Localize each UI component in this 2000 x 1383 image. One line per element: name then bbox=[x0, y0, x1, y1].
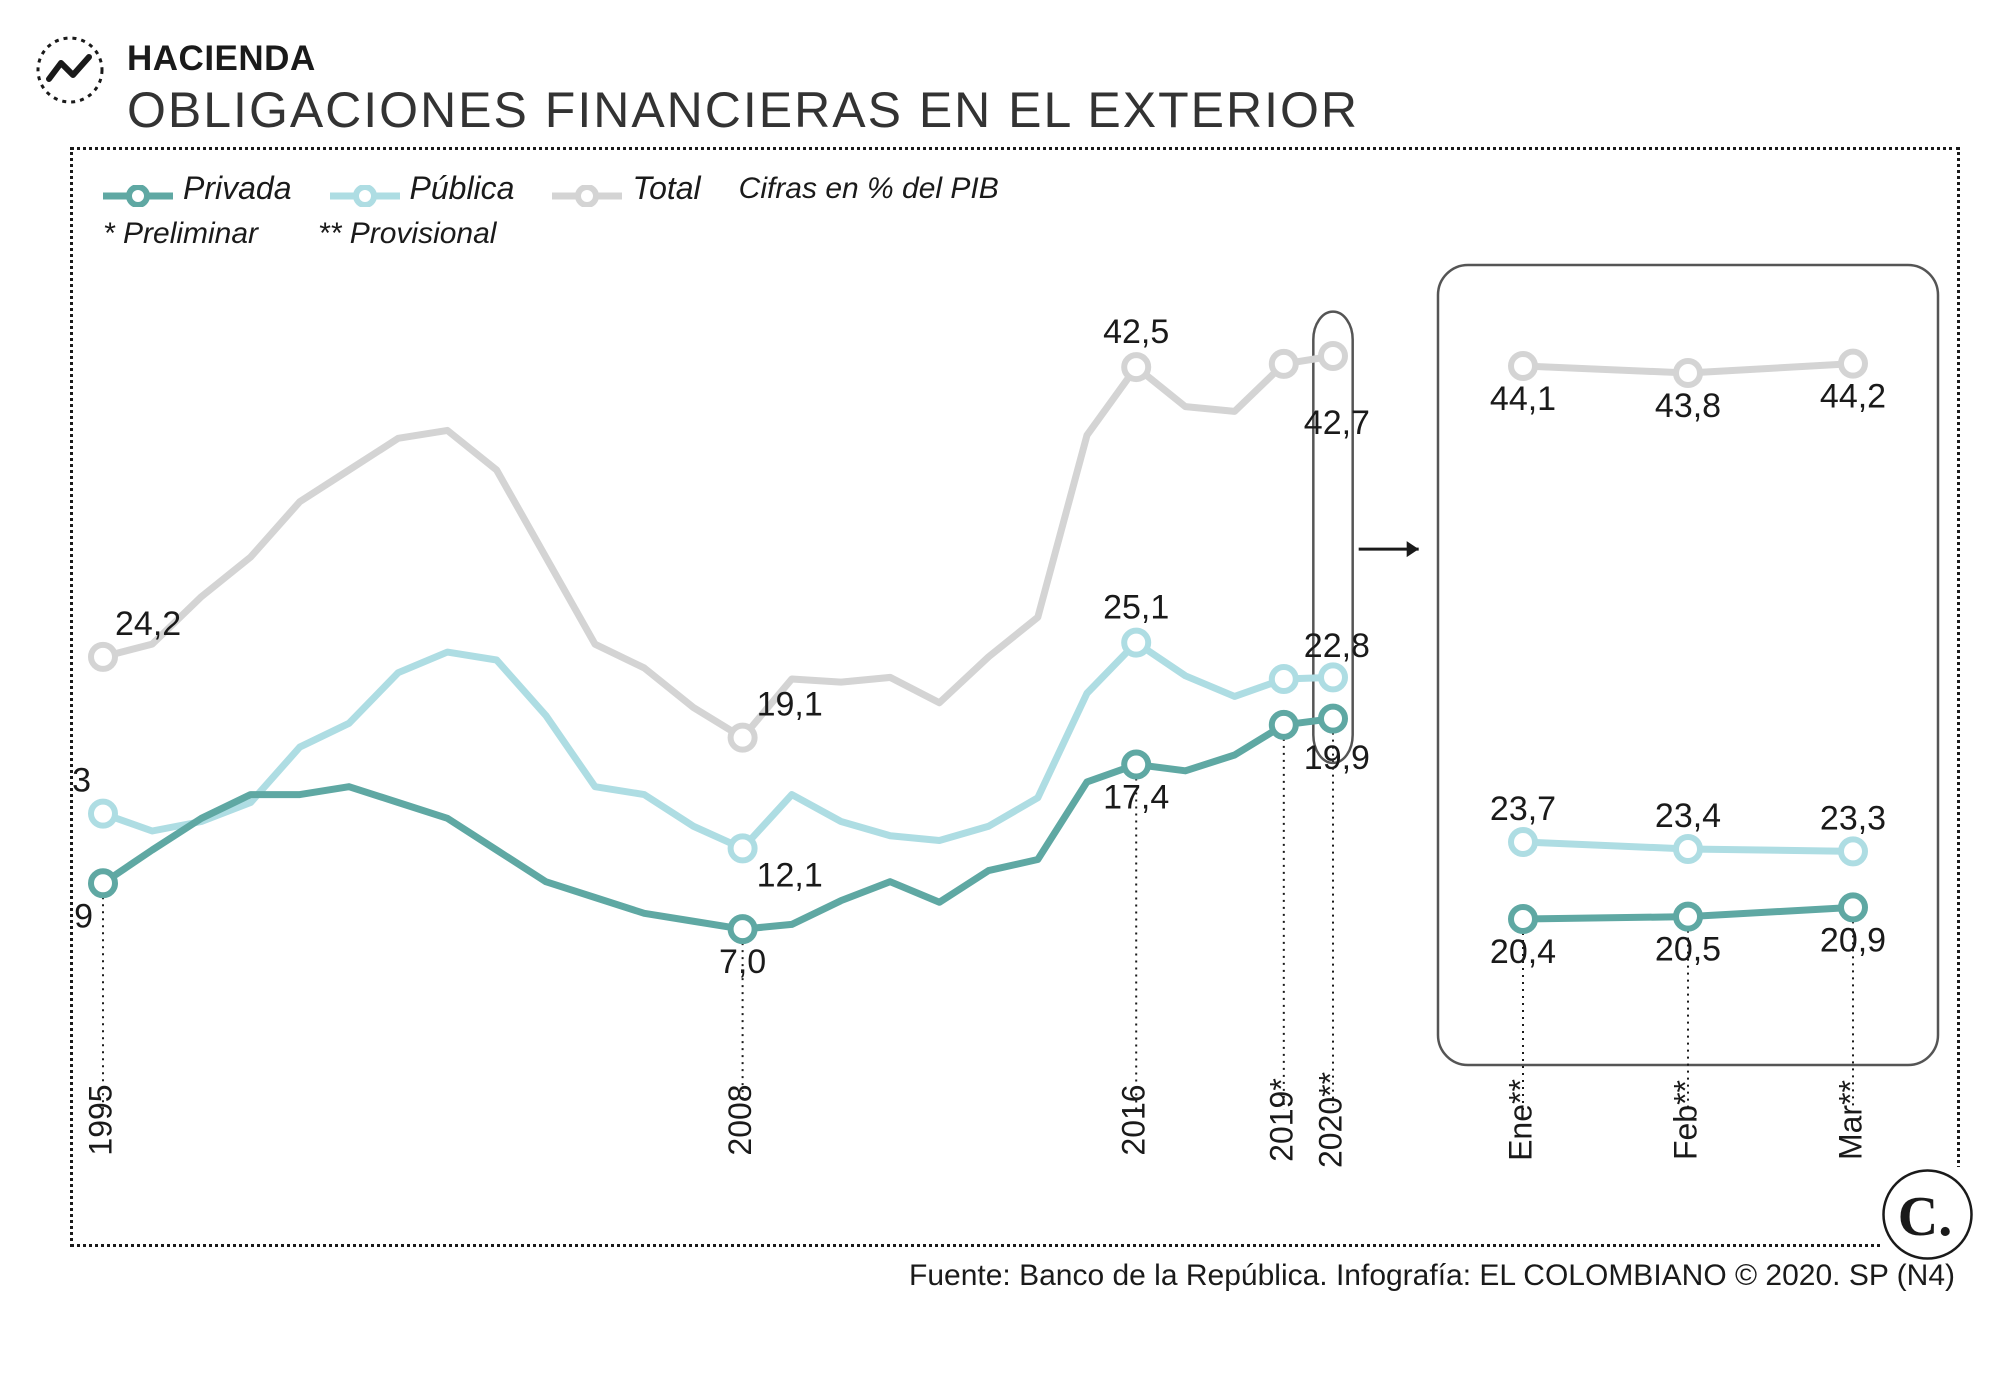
data-label: 20,9 bbox=[1820, 921, 1886, 959]
marker-publica bbox=[1124, 631, 1148, 655]
data-label: 20,4 bbox=[1490, 933, 1556, 971]
svg-text:2016: 2016 bbox=[1116, 1084, 1152, 1155]
chart-title: OBLIGACIONES FINANCIERAS EN EL EXTERIOR bbox=[127, 81, 1359, 139]
data-label: 44,1 bbox=[1490, 380, 1556, 418]
publisher-logo: C. bbox=[1880, 1167, 1975, 1262]
data-label: 23,4 bbox=[1655, 797, 1721, 835]
data-label: 23,3 bbox=[1820, 799, 1886, 837]
marker-publica bbox=[91, 802, 115, 826]
data-label: 12,1 bbox=[757, 856, 823, 894]
series-privada bbox=[103, 719, 1333, 930]
svg-text:Mar**: Mar** bbox=[1832, 1080, 1868, 1160]
data-label: 7,0 bbox=[719, 943, 766, 981]
svg-text:2019*: 2019* bbox=[1263, 1078, 1299, 1162]
data-label: 19,1 bbox=[757, 686, 823, 724]
data-label: 19,9 bbox=[1304, 739, 1370, 777]
data-label: 24,2 bbox=[115, 605, 181, 643]
marker-privada bbox=[91, 871, 115, 895]
marker-total bbox=[1124, 355, 1148, 379]
marker-total bbox=[731, 726, 755, 750]
svg-text:2020**: 2020** bbox=[1312, 1072, 1348, 1168]
marker-publica bbox=[731, 836, 755, 860]
data-label: 22,8 bbox=[1304, 627, 1370, 665]
series-publica bbox=[103, 643, 1333, 849]
svg-text:C.: C. bbox=[1898, 1186, 1952, 1248]
series-total bbox=[103, 356, 1333, 738]
marker-privada bbox=[731, 917, 755, 941]
data-label: 17,4 bbox=[1103, 779, 1169, 817]
svg-text:Feb**: Feb** bbox=[1667, 1080, 1703, 1160]
data-label: 43,8 bbox=[1655, 387, 1721, 425]
data-label: 14,3 bbox=[73, 762, 91, 800]
chart-svg: 1995 2008 2016 2019* 2020** 24,2 14,3 9,9 19,1 12… bbox=[73, 150, 1963, 1250]
chart-container: Privada Pública Total Cifras en % del PI… bbox=[70, 147, 1960, 1247]
data-label: 9,9 bbox=[73, 897, 93, 935]
data-label: 20,5 bbox=[1655, 931, 1721, 969]
marker-publica bbox=[1321, 665, 1345, 689]
trend-icon bbox=[35, 35, 105, 105]
data-label: 44,2 bbox=[1820, 378, 1886, 416]
svg-text:Ene**: Ene** bbox=[1502, 1079, 1538, 1161]
source-line: Fuente: Banco de la República. Infografí… bbox=[35, 1259, 1965, 1293]
marker-privada bbox=[1321, 707, 1345, 731]
svg-text:2008: 2008 bbox=[722, 1084, 758, 1155]
marker-total bbox=[1321, 344, 1345, 368]
header: HACIENDA OBLIGACIONES FINANCIERAS EN EL … bbox=[35, 35, 1965, 139]
marker-privada bbox=[1124, 753, 1148, 777]
marker-total bbox=[1272, 352, 1296, 376]
data-label: 42,7 bbox=[1304, 404, 1370, 442]
marker-total bbox=[91, 645, 115, 669]
svg-text:1995: 1995 bbox=[82, 1084, 118, 1155]
data-label: 23,7 bbox=[1490, 790, 1556, 828]
marker-publica bbox=[1272, 667, 1296, 691]
section-title: HACIENDA bbox=[127, 39, 1359, 79]
data-label: 42,5 bbox=[1103, 313, 1169, 351]
marker-privada bbox=[1272, 713, 1296, 737]
data-label: 25,1 bbox=[1103, 589, 1169, 627]
